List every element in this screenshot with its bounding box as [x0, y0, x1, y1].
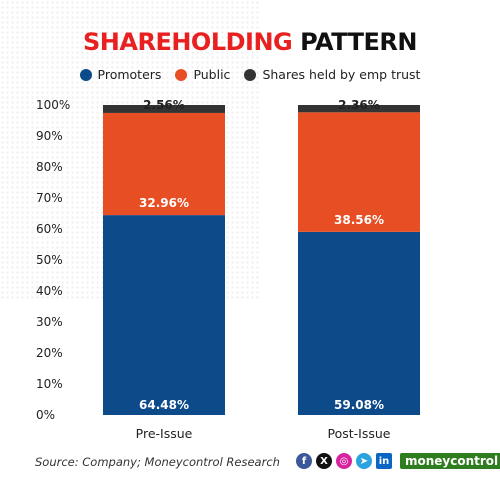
- legend-label-promoters: Promoters: [97, 67, 162, 82]
- legend-item-promoters: Promoters: [79, 67, 162, 82]
- data-label: 38.56%: [334, 213, 384, 227]
- legend: Promoters Public Shares held by emp trus…: [0, 67, 500, 82]
- data-label: 2.36%: [338, 98, 380, 112]
- data-label: 32.96%: [139, 196, 189, 210]
- data-label: 2.56%: [143, 98, 185, 112]
- y-tick-label: 0%: [36, 408, 55, 422]
- telegram-icon[interactable]: ➤: [356, 453, 372, 469]
- chart-title: SHAREHOLDING PATTERN: [0, 28, 500, 56]
- legend-swatch-public: [175, 68, 188, 81]
- y-tick-label: 50%: [36, 253, 63, 267]
- social-links: f X ◎ ➤ in moneycontrol: [296, 453, 500, 469]
- legend-label-emp-trust: Shares held by emp trust: [262, 67, 421, 82]
- data-label: 59.08%: [334, 398, 384, 412]
- y-tick-label: 10%: [36, 377, 63, 391]
- source-note: Source: Company; Moneycontrol Research: [35, 455, 280, 469]
- y-tick-label: 60%: [36, 222, 63, 236]
- legend-item-emp-trust: Shares held by emp trust: [244, 67, 420, 82]
- y-tick-label: 70%: [36, 191, 63, 205]
- legend-label-public: Public: [193, 67, 231, 82]
- y-tick-label: 40%: [36, 284, 63, 298]
- bar-segment-promoters-pre-issue: [103, 215, 225, 415]
- bar-segment-shares-held-by-emp-trust-pre-issue: [103, 105, 225, 113]
- title-part-red: SHAREHOLDING: [83, 28, 293, 56]
- bar-segment-shares-held-by-emp-trust-post-issue: [298, 105, 420, 113]
- data-label: 64.48%: [139, 398, 189, 412]
- y-tick-label: 100%: [36, 98, 70, 112]
- legend-item-public: Public: [175, 67, 230, 82]
- x-category-label: Post-Issue: [328, 426, 391, 441]
- stacked-bar-chart: 0% 10% 20% 30% 40% 50% 60% 70% 80% 90% 100% 64.48% 3…: [36, 98, 420, 441]
- moneycontrol-logo[interactable]: moneycontrol: [400, 453, 500, 469]
- title-part-black: PATTERN: [292, 28, 417, 56]
- facebook-icon[interactable]: f: [296, 453, 312, 469]
- bar-segment-public-pre-issue: [103, 112, 225, 216]
- y-tick-label: 30%: [36, 315, 63, 329]
- instagram-icon[interactable]: ◎: [336, 453, 352, 469]
- y-tick-label: 80%: [36, 160, 63, 174]
- x-icon[interactable]: X: [316, 453, 332, 469]
- bar-segment-public-post-issue: [298, 112, 420, 232]
- x-category-label: Pre-Issue: [136, 426, 193, 441]
- y-tick-label: 90%: [36, 129, 63, 143]
- y-tick-label: 20%: [36, 346, 63, 360]
- linkedin-icon[interactable]: in: [376, 453, 392, 469]
- legend-swatch-emp-trust: [244, 68, 257, 81]
- bar-segment-promoters-post-issue: [298, 231, 420, 415]
- legend-swatch-promoters: [79, 68, 92, 81]
